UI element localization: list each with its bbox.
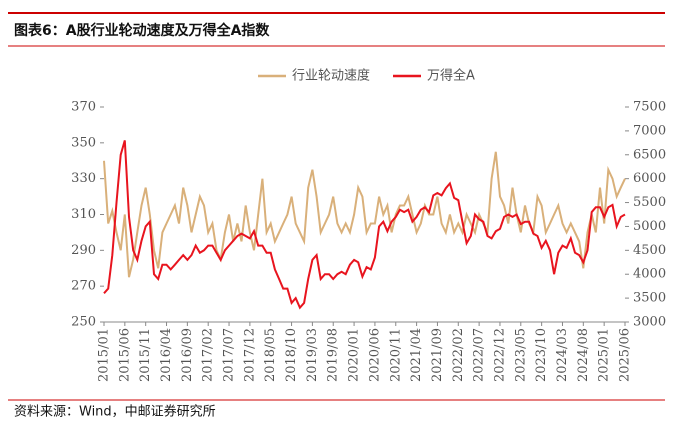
y2-tick-label: 7000 xyxy=(633,123,666,138)
x-tick-label: 2021/09 xyxy=(430,328,445,382)
x-tick-label: 2019/08 xyxy=(326,328,341,382)
x-tick-label: 2017/07 xyxy=(222,328,237,382)
x-tick-label: 2018/05 xyxy=(263,328,278,382)
y-tick-label: 350 xyxy=(71,135,96,150)
legend-label: 行业轮动速度 xyxy=(292,68,370,84)
x-tick-label: 2017/12 xyxy=(242,328,257,382)
x-tick-label: 2017/02 xyxy=(201,328,216,382)
y2-tick-label: 4500 xyxy=(633,243,666,258)
x-tick-label: 2023/05 xyxy=(513,328,528,382)
x-tick-label: 2018/10 xyxy=(284,328,299,382)
x-tick-label: 2021/04 xyxy=(409,328,424,382)
x-tick-label: 2016/04 xyxy=(159,328,174,382)
x-tick-label: 2024/08 xyxy=(576,328,591,382)
y2-tick-label: 5000 xyxy=(633,219,666,234)
x-tick-label: 2015/01 xyxy=(97,328,112,382)
y2-tick-label: 6000 xyxy=(633,171,666,186)
series-line xyxy=(103,140,626,310)
y2-tick-label: 3000 xyxy=(633,315,666,330)
y-tick-label: 270 xyxy=(71,279,96,294)
x-tick-label: 2020/01 xyxy=(347,328,362,382)
y-tick-label: 310 xyxy=(71,207,96,222)
x-tick-label: 2022/12 xyxy=(492,328,507,382)
x-tick-label: 2020/06 xyxy=(367,328,382,382)
y-tick-label: 290 xyxy=(71,243,96,258)
legend-label: 万得全A xyxy=(427,68,475,84)
x-tick-label: 2015/11 xyxy=(138,328,153,382)
x-tick-label: 2022/07 xyxy=(472,328,487,382)
y2-tick-label: 7500 xyxy=(633,100,666,115)
x-tick-label: 2025/01 xyxy=(597,328,612,382)
x-tick-label: 2025/06 xyxy=(618,328,633,382)
x-tick-label: 2022/02 xyxy=(451,328,466,382)
y2-tick-label: 3500 xyxy=(633,291,666,306)
y2-tick-label: 6500 xyxy=(633,147,666,162)
x-tick-label: 2019/03 xyxy=(305,328,320,382)
y2-tick-label: 5500 xyxy=(633,195,666,210)
x-tick-label: 2015/06 xyxy=(117,328,132,382)
x-tick-label: 2016/09 xyxy=(180,328,195,382)
source: 资料来源：Wind，中邮证券研究所 xyxy=(14,404,216,420)
series-line xyxy=(103,151,626,278)
y-tick-label: 250 xyxy=(71,315,96,330)
x-tick-label: 2020/11 xyxy=(388,328,403,382)
x-tick-label: 2023/10 xyxy=(534,328,549,382)
y-tick-label: 330 xyxy=(71,171,96,186)
chart-title: 图表6：A股行业轮动速度及万得全A指数 xyxy=(14,22,270,39)
x-tick-label: 2024/03 xyxy=(555,328,570,382)
y2-tick-label: 4000 xyxy=(633,267,666,282)
y-tick-label: 370 xyxy=(71,100,96,115)
